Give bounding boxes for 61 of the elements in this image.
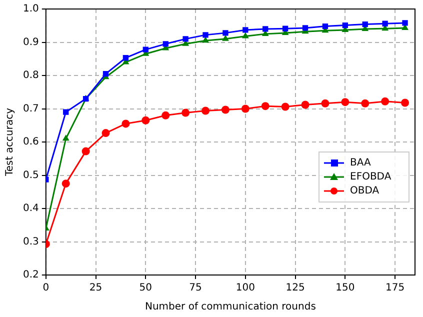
point <box>102 129 110 138</box>
x-tick-label: 125 <box>286 282 305 294</box>
point <box>222 34 229 41</box>
y-tick-label: 0.6 <box>22 136 39 148</box>
point <box>122 120 130 128</box>
point <box>63 109 69 115</box>
point <box>162 41 168 47</box>
point <box>102 71 109 77</box>
y-tick-label: 0.9 <box>22 36 39 48</box>
point <box>182 36 188 42</box>
point <box>281 102 290 111</box>
point <box>301 100 310 109</box>
point <box>202 36 209 43</box>
x-tick-label: 75 <box>189 282 202 294</box>
point <box>401 98 410 107</box>
y-tick-label: 0.5 <box>22 170 39 181</box>
point <box>122 55 129 61</box>
point <box>261 102 270 110</box>
y-tick-label: 0.2 <box>22 270 39 281</box>
point <box>381 97 390 106</box>
point <box>342 22 348 28</box>
point <box>182 108 190 117</box>
point <box>242 27 248 33</box>
legend-label: OBDA <box>350 186 380 197</box>
point <box>62 180 70 188</box>
point <box>322 23 328 30</box>
point <box>142 116 150 124</box>
x-tick-label: 150 <box>336 282 355 294</box>
point <box>142 46 148 52</box>
x-axis-title: Number of communication rounds <box>144 302 316 313</box>
point <box>402 20 408 26</box>
point <box>222 30 228 36</box>
y-tick-label: 0.8 <box>22 70 39 82</box>
point <box>162 111 170 120</box>
x-tick-label: 50 <box>139 282 152 294</box>
x-tick-label: 100 <box>236 282 255 294</box>
point <box>382 20 388 26</box>
y-tick-label: 0.7 <box>22 103 39 114</box>
point <box>62 134 70 141</box>
point <box>321 99 330 108</box>
x-tick-label: 25 <box>89 282 102 294</box>
legend-label: EFOBDA <box>350 172 392 183</box>
point <box>82 147 90 156</box>
point <box>202 32 208 38</box>
point <box>282 26 288 32</box>
point <box>302 25 308 31</box>
point <box>341 98 350 106</box>
point <box>362 21 368 28</box>
point <box>221 106 230 114</box>
point <box>262 26 268 32</box>
point <box>361 99 370 108</box>
x-tick-label: 175 <box>386 282 405 294</box>
x-tick-label: 0 <box>42 282 50 294</box>
y-tick-label: 0.4 <box>22 203 39 214</box>
y-tick-label: 1.0 <box>22 4 39 15</box>
y-tick-label: 0.3 <box>22 236 39 248</box>
legend-label: BAA <box>350 158 371 169</box>
point <box>202 106 210 115</box>
y-axis-title: Test accuracy <box>4 108 16 177</box>
point <box>242 32 249 38</box>
point <box>241 104 250 113</box>
